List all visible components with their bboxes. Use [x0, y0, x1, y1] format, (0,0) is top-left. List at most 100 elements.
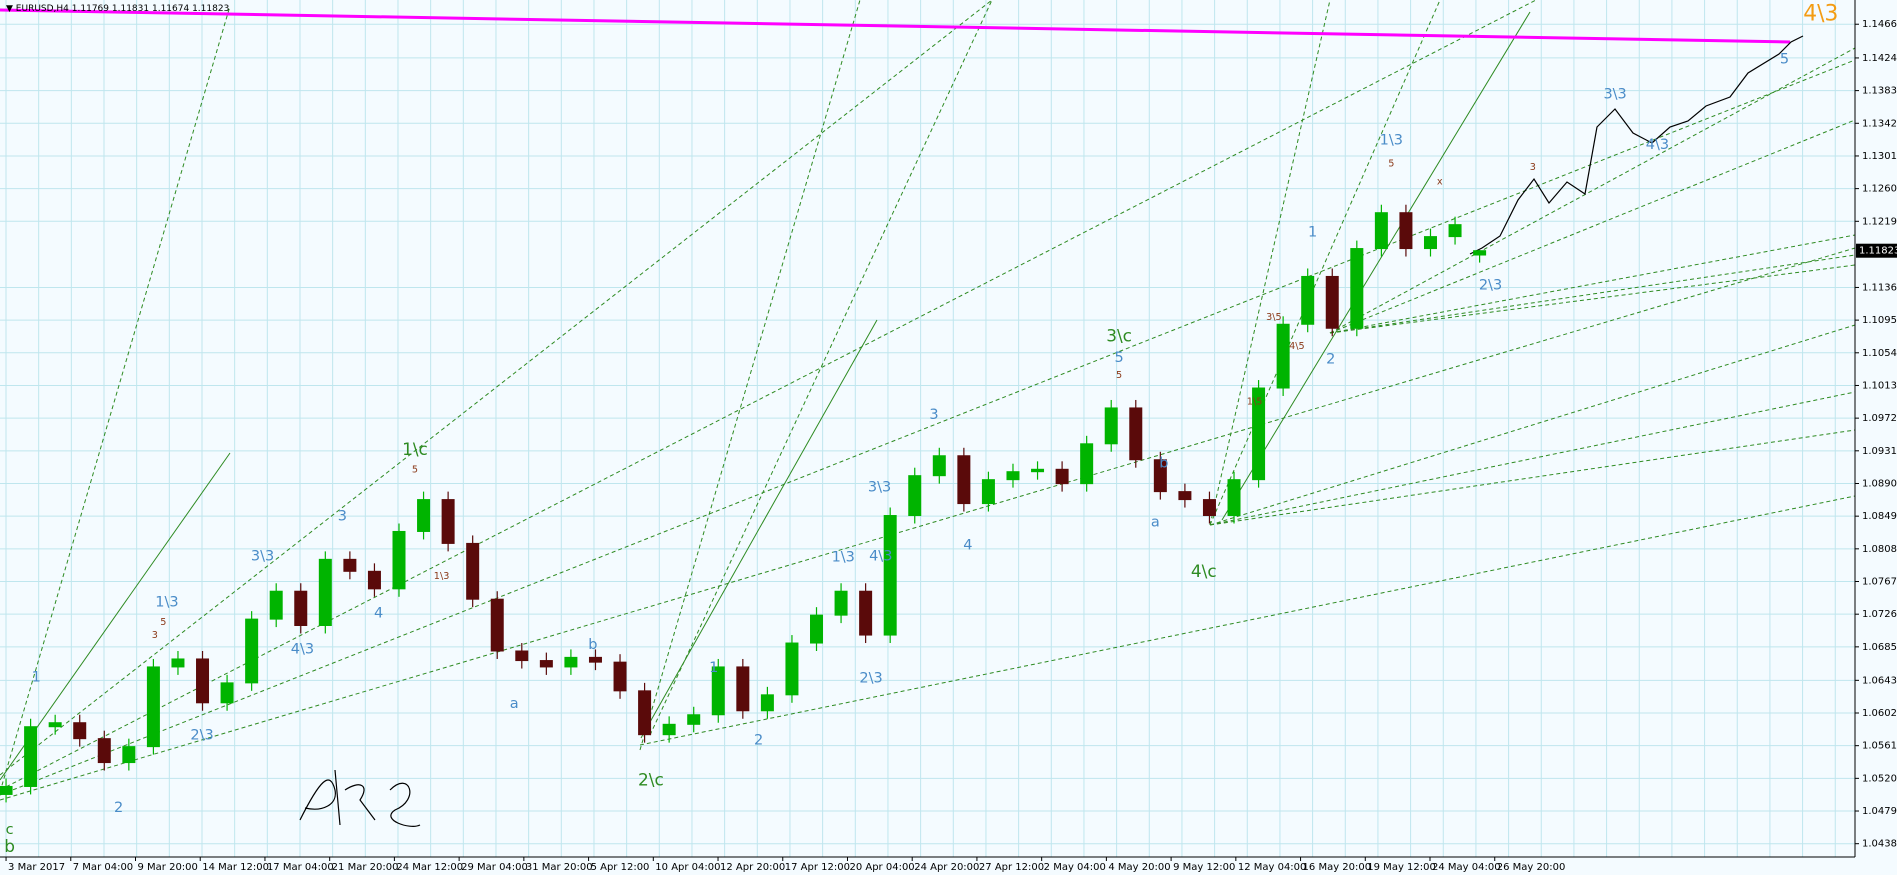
trendline: [639, 495, 1856, 746]
candle-body: [0, 785, 13, 795]
x-tick-label: 17 Mar 04:00: [267, 862, 334, 873]
x-tick-label: 24 May 04:00: [1432, 862, 1501, 873]
trendline: [1209, 324, 1856, 526]
candle-body: [1399, 212, 1413, 250]
candle-body: [146, 666, 160, 748]
candle-body: [1006, 471, 1020, 481]
y-tick-label: 1.10952: [1862, 315, 1897, 326]
y-tick-label: 1.08902: [1862, 478, 1897, 489]
candle-body: [588, 656, 602, 663]
wave-label: 5: [1116, 370, 1122, 381]
y-tick-label: 1.06022: [1862, 708, 1897, 719]
candle-body: [269, 590, 283, 620]
y-tick-label: 1.12602: [1862, 184, 1897, 195]
candle-body: [1153, 459, 1167, 493]
header-high: 1.11831: [112, 4, 149, 14]
current-price-label: 1.11823: [1859, 246, 1897, 257]
candle-body: [834, 590, 848, 616]
candle-body: [1301, 275, 1315, 325]
candle-body: [932, 455, 946, 477]
x-tick-label: 24 Apr 20:00: [914, 862, 979, 873]
candle-body: [1178, 491, 1192, 501]
candle-body: [1080, 443, 1094, 485]
trendline: [1329, 119, 1856, 334]
candle-body: [343, 558, 357, 572]
candle-body: [564, 656, 578, 668]
x-tick-label: 10 Apr 04:00: [655, 862, 720, 873]
wave-label: 2\3: [859, 671, 882, 687]
candle-body: [711, 666, 725, 716]
wave-label: 3: [929, 407, 938, 423]
candle-body: [859, 590, 873, 636]
candle-body: [1374, 212, 1388, 250]
x-tick-label: 4 May 20:00: [1108, 862, 1170, 873]
candle-body: [1448, 224, 1462, 238]
candle-body: [122, 746, 136, 764]
wave-label: 2: [114, 800, 123, 816]
candle-body: [1031, 468, 1045, 473]
trendline: [639, 0, 861, 751]
x-tick-label: 20 Apr 04:00: [849, 862, 914, 873]
y-tick-label: 1.06852: [1862, 642, 1897, 653]
candle-body: [760, 694, 774, 712]
candle-body: [392, 530, 406, 590]
trendline: [1329, 264, 1856, 334]
x-tick-label: 12 May 04:00: [1238, 862, 1307, 873]
wave-label: 1\5: [1247, 397, 1263, 408]
candle-body: [48, 722, 62, 728]
wave-label: 3: [338, 509, 347, 525]
candle-body: [515, 650, 529, 662]
x-tick-label: 27 Apr 12:00: [979, 862, 1044, 873]
current-price-box: [1856, 243, 1897, 258]
y-tick-label: 1.05612: [1862, 741, 1897, 752]
candle-body: [1104, 407, 1118, 445]
wave-label: c: [6, 822, 14, 838]
trendline: [1209, 429, 1856, 526]
header-close: 1.11823: [192, 4, 229, 14]
wave-label: 4\5: [1289, 341, 1305, 352]
wave-label: 3\5: [1266, 312, 1282, 323]
x-tick-label: 9 May 12:00: [1173, 862, 1235, 873]
wave-label: 4\3: [869, 549, 892, 565]
y-tick-label: 1.09312: [1862, 446, 1897, 457]
candle-body: [1325, 275, 1339, 329]
candle-body: [883, 515, 897, 636]
symbol: EURUSD,H4: [16, 4, 69, 14]
trendline: [0, 5, 231, 793]
x-tick-label: 2 May 04:00: [1044, 862, 1106, 873]
x-tick-label: 19 May 12:00: [1367, 862, 1436, 873]
wave-label: 1\3: [155, 594, 178, 610]
x-tick-label: 3 Mar 2017: [8, 862, 65, 873]
y-tick-label: 1.14665: [1862, 19, 1897, 30]
candle-body: [662, 723, 676, 736]
candle-body: [294, 590, 308, 626]
y-tick-label: 1.09722: [1862, 413, 1897, 424]
candle-body: [196, 658, 210, 704]
candle-body: [638, 690, 652, 736]
wave-label: 2: [754, 732, 763, 748]
candle-body: [736, 666, 750, 712]
candle-body: [908, 475, 922, 517]
trendline: [0, 247, 1856, 801]
arrow-icon: ▼: [6, 4, 16, 14]
wave-label: 4: [374, 605, 383, 621]
candle-body: [466, 542, 480, 600]
x-tick-label: 21 Mar 20:00: [332, 862, 399, 873]
annotations: 1\c2\c3\c4\cbc4\3121\32\33\34\334ab121\3…: [4, 2, 1838, 856]
wave-label: 1\3: [832, 550, 855, 566]
wave-label: 3\c: [1106, 325, 1132, 345]
wave-label: 1\3: [434, 571, 450, 582]
wave-label: 2\c: [638, 769, 664, 789]
axis-labels: 1.14665 1.14242 1.13832 1.13422 1.13012 1.126…: [5, 19, 1897, 873]
candle-body: [1252, 387, 1266, 481]
y-tick-label: 1.13832: [1862, 86, 1897, 97]
x-tick-label: 12 Apr 20:00: [720, 862, 785, 873]
trendline: [1329, 254, 1856, 334]
wave-label: 3\3: [868, 480, 891, 496]
y-tick-label: 1.04792: [1862, 806, 1897, 817]
wave-label: a: [1151, 515, 1160, 531]
y-tick-label: 1.04382: [1862, 839, 1897, 850]
trendline: [1329, 47, 1856, 334]
wave-label: b: [1159, 455, 1168, 471]
wave-label: 5: [1780, 51, 1789, 67]
